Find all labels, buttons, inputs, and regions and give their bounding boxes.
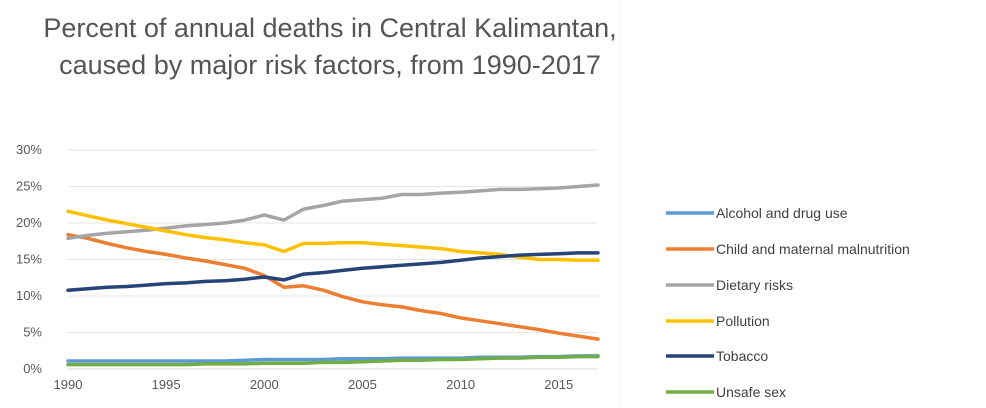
legend-label-tobacco: Tobacco <box>716 348 768 364</box>
y-tick-label: 20% <box>16 215 42 230</box>
legend-label-pollution: Pollution <box>716 313 770 329</box>
y-tick-label: 0% <box>23 361 42 376</box>
y-tick-label: 15% <box>16 252 42 267</box>
x-tick-label: 2010 <box>446 377 475 392</box>
x-tick-label: 1990 <box>54 377 83 392</box>
x-tick-label: 2015 <box>544 377 573 392</box>
x-tick-label: 2000 <box>250 377 279 392</box>
legend-label-alcohol-and-drug-use: Alcohol and drug use <box>716 205 848 221</box>
series-line-child-and-maternal-malnutrition <box>66 232 600 341</box>
y-tick-label: 10% <box>16 288 42 303</box>
series-line-tobacco <box>66 251 600 292</box>
y-tick-label: 25% <box>16 179 42 194</box>
series-line-unsafe-sex <box>66 354 600 367</box>
x-tick-label: 1995 <box>152 377 181 392</box>
legend-label-dietary-risks: Dietary risks <box>716 277 793 293</box>
x-tick-label: 2005 <box>348 377 377 392</box>
series-lines <box>66 183 600 367</box>
y-axis-tick-labels: 0% 5% 10% 15% 20% 25% 30% <box>16 142 42 376</box>
x-axis-tick-labels: 1990 1995 2000 2005 2010 2015 <box>54 377 574 392</box>
legend-label-unsafe-sex: Unsafe sex <box>716 384 786 400</box>
y-tick-label: 5% <box>23 325 42 340</box>
chart-title: Percent of annual deaths in Central Kali… <box>43 13 617 80</box>
legend-label-child-and-maternal-malnutrition: Child and maternal malnutrition <box>716 241 910 257</box>
series-line-dietary-risks <box>66 183 600 241</box>
legend: Alcohol and drug use Child and maternal m… <box>666 205 910 400</box>
y-tick-label: 30% <box>16 142 42 157</box>
grid-lines <box>68 149 598 370</box>
